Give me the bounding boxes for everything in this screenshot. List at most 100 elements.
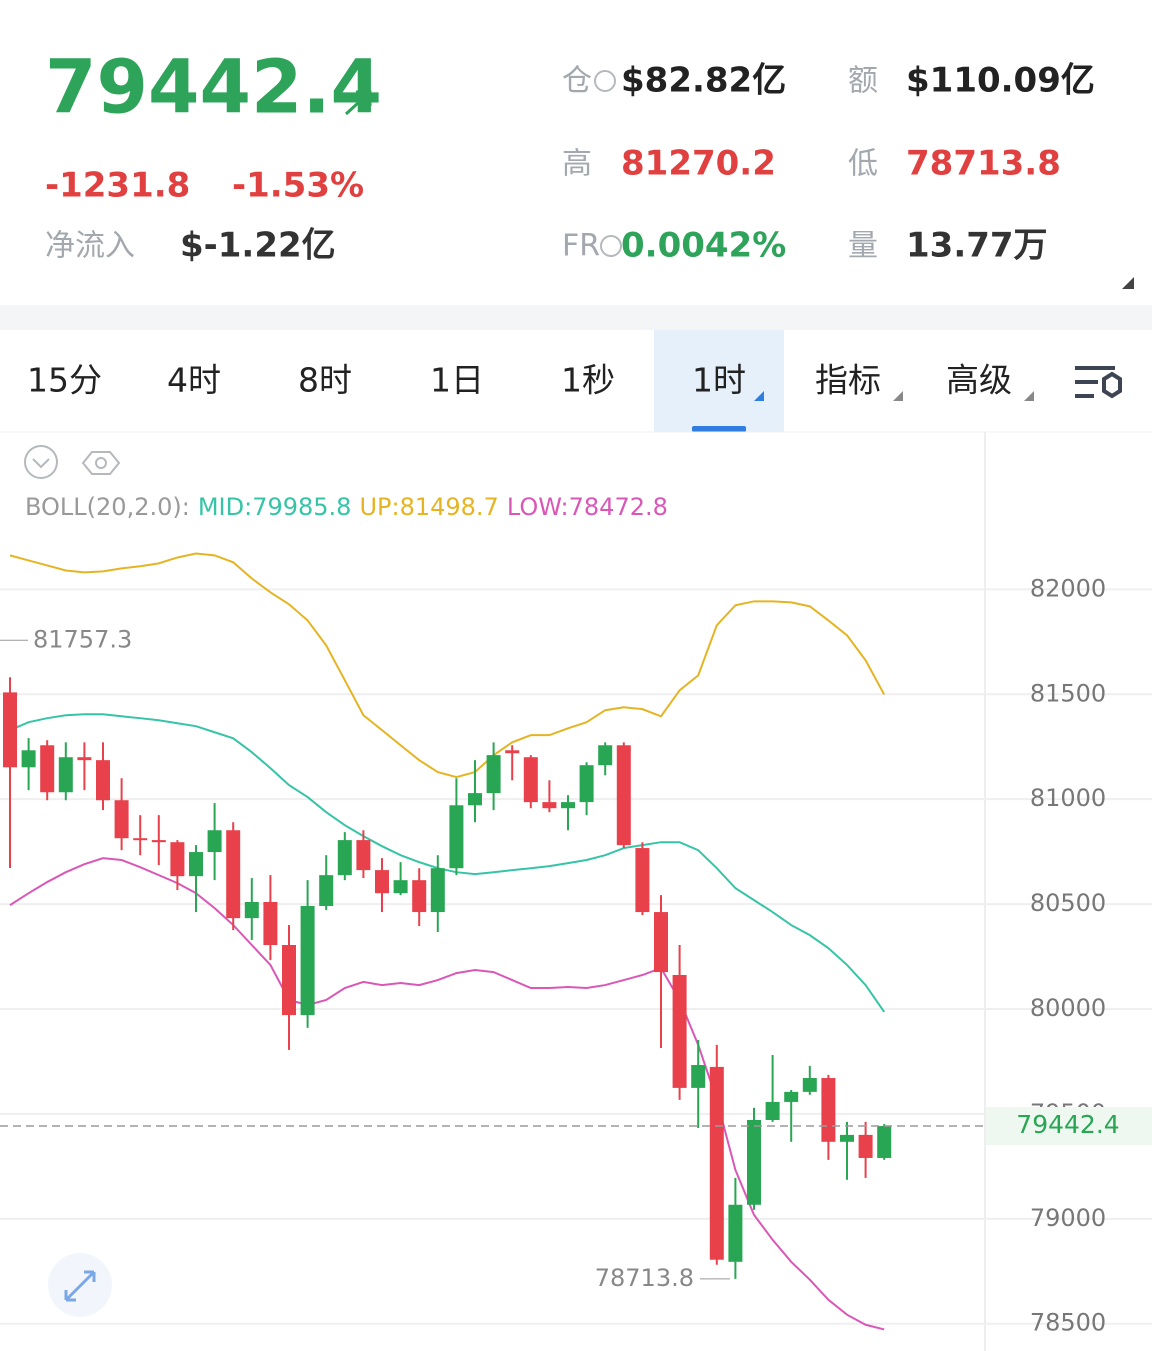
stat-value: $82.82亿 — [621, 61, 786, 101]
candle-body — [821, 1078, 836, 1142]
stat-value: 0.0042% — [621, 226, 786, 266]
candle-body — [598, 745, 613, 766]
candle-body — [96, 760, 110, 801]
collapse-icon[interactable] — [24, 445, 58, 479]
indicator-name: BOLL(20,2.0): — [25, 493, 190, 521]
candle-body — [151, 840, 166, 843]
dropdown-mark — [893, 391, 903, 401]
tab[interactable]: 4时 — [167, 361, 221, 400]
stat-label: 额 — [848, 64, 878, 99]
settings-icon[interactable] — [1075, 366, 1122, 399]
candle-body — [244, 901, 259, 919]
candle-body — [393, 880, 408, 894]
candle-body — [3, 692, 17, 768]
candle-body — [654, 912, 668, 973]
stat-value: 78713.8 — [906, 144, 1061, 184]
boll-line — [9, 713, 886, 1013]
indicator-legend: BOLL(20,2.0): MID:79985.8 UP:81498.7 LOW:78… — [25, 493, 668, 521]
candle-body — [282, 945, 296, 1016]
settings-hex[interactable] — [81, 451, 121, 475]
candle-body — [77, 757, 92, 761]
expand-corner[interactable] — [1122, 277, 1134, 289]
candle-body — [691, 1065, 706, 1088]
tab[interactable]: 指标 — [815, 361, 881, 400]
y-tick-label: 81500 — [1030, 679, 1106, 707]
candle-body — [263, 901, 278, 946]
active-tab-bg — [654, 330, 784, 432]
max-label: 81757.3 — [33, 625, 132, 653]
candle-body — [430, 868, 445, 913]
legend-value: 81498.7 — [400, 493, 499, 521]
candle-body — [375, 870, 389, 894]
candle-body — [747, 1119, 761, 1205]
candle-body — [21, 750, 36, 768]
candle-body — [616, 745, 631, 846]
candle-body — [579, 765, 594, 803]
stat-label: FR — [562, 229, 600, 264]
candle-body — [505, 750, 520, 754]
dropdown-mark — [1024, 391, 1034, 401]
candle-body — [635, 848, 650, 913]
tab[interactable]: 15分 — [27, 361, 102, 400]
active-tab-underline — [692, 426, 746, 432]
net-inflow-label: 净流入 — [45, 229, 135, 264]
candle-body — [412, 880, 427, 913]
candle-body — [561, 802, 575, 809]
candle-body — [319, 875, 334, 906]
change: -1231.8 — [45, 166, 190, 206]
candle-body — [207, 830, 222, 853]
candle-body — [449, 805, 464, 869]
tab[interactable]: 1秒 — [561, 361, 615, 400]
candle-body — [356, 840, 371, 871]
boll-line — [9, 857, 885, 1331]
y-tick-label: 81000 — [1030, 784, 1106, 812]
fullscreen-icon — [64, 1270, 96, 1302]
min-label: 78713.8 — [595, 1264, 694, 1292]
candle-body — [226, 830, 241, 919]
candle-body — [840, 1134, 854, 1142]
legend-name: MID: — [198, 493, 252, 521]
y-tick-label: 82000 — [1030, 574, 1106, 602]
stat-label: 低 — [848, 147, 878, 182]
stat-value: $110.09亿 — [906, 61, 1095, 101]
candle-body — [709, 1066, 724, 1260]
candle-body — [300, 905, 315, 1016]
stat-value: 13.77万 — [906, 226, 1048, 266]
candle-body — [858, 1134, 873, 1158]
last-price-label: 79442.4 — [1016, 1110, 1119, 1139]
tab[interactable]: 8时 — [298, 361, 352, 400]
tab[interactable]: 高级 — [946, 361, 1012, 400]
info-icon[interactable] — [600, 235, 622, 257]
candle-body — [189, 852, 203, 877]
candle-body — [672, 975, 687, 1088]
stat-label: 量 — [848, 229, 878, 264]
net-inflow: $-1.22亿 — [180, 226, 336, 266]
legend-name: UP: — [359, 493, 399, 521]
candle-body — [542, 802, 557, 809]
candle-body — [802, 1078, 817, 1092]
stat-value: 81270.2 — [621, 144, 776, 184]
y-tick-label: 80500 — [1030, 889, 1106, 917]
trend-arrow — [344, 90, 372, 116]
separator — [0, 305, 1152, 330]
candle-body — [877, 1125, 892, 1158]
collapse-chevron — [32, 458, 50, 469]
candle-body — [58, 757, 73, 793]
legend-value: 78472.8 — [569, 493, 668, 521]
candle-body — [114, 800, 129, 839]
y-tick-label: 78500 — [1030, 1309, 1106, 1337]
info-icon[interactable] — [594, 70, 616, 92]
dropdown-mark — [754, 391, 764, 401]
tab[interactable]: 1时 — [692, 361, 746, 400]
boll-line — [9, 552, 886, 779]
legend-value: 79985.8 — [252, 493, 351, 521]
tab-bar: 15分 4时 8时 1日 1秒 1时 指标 高级 — [27, 361, 1034, 401]
candle-body — [337, 840, 352, 876]
candle-body — [765, 1101, 780, 1120]
legend-name: LOW: — [507, 493, 569, 521]
y-tick-label: 80000 — [1030, 994, 1106, 1022]
stat-label: 高 — [562, 147, 592, 182]
tab[interactable]: 1日 — [430, 361, 484, 400]
